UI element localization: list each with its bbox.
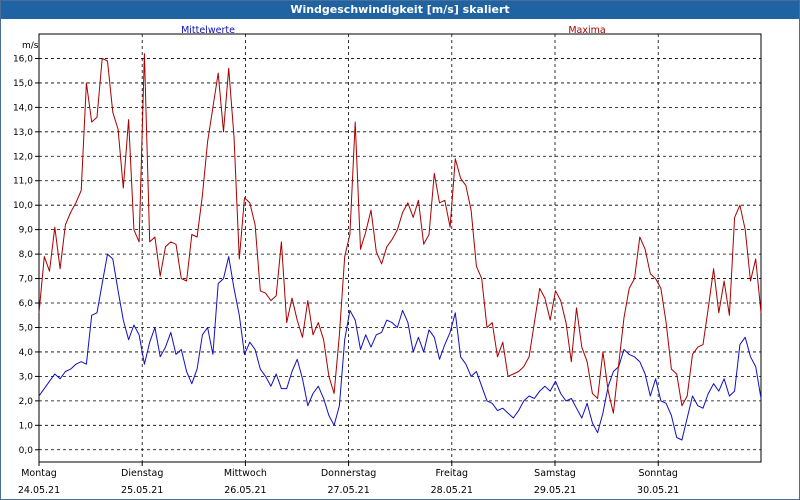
y-axis: 0,0 1,0 2,0 3,0 4,0 5,0 6,0 7,0 8,0 9,0 10,0 11,0 12… (13, 54, 39, 456)
grid (39, 34, 761, 462)
x-date-label: 30.05.21 (637, 485, 679, 496)
x-day-label: Mittwoch (224, 468, 267, 479)
legend-maxima: Maxima (568, 25, 605, 36)
x-day-label: Samstag (534, 468, 576, 479)
x-date-label: 28.05.21 (431, 485, 473, 496)
series-line-maxima (38, 53, 762, 414)
y-tick-label: 12,0 (13, 152, 33, 162)
y-tick-label: 5,0 (19, 323, 34, 333)
y-tick-label: 11,0 (13, 177, 33, 187)
window-title: Windgeschwindigkeit [m/s] skaliert (1, 1, 799, 19)
y-tick-label: 16,0 (13, 54, 33, 64)
y-tick-label: 0,0 (19, 446, 34, 456)
y-tick-label: 14,0 (13, 103, 33, 113)
y-tick-label: 3,0 (19, 372, 34, 382)
y-tick-label: 8,0 (19, 250, 34, 260)
y-tick-label: 10,0 (13, 201, 33, 211)
y-tick-label: 4,0 (19, 348, 34, 358)
y-tick-label: 1,0 (19, 421, 34, 431)
x-date-label: 24.05.21 (18, 485, 60, 496)
series-line-mittelwerte (38, 253, 762, 441)
x-axis: Montag 24.05.21 Dienstag 25.05.21 Mittwoch 26… (18, 462, 679, 496)
x-date-label: 25.05.21 (121, 485, 163, 496)
y-tick-label: 6,0 (19, 299, 34, 309)
y-tick-label: 9,0 (19, 226, 34, 236)
x-date-label: 27.05.21 (327, 485, 369, 496)
y-tick-label: 7,0 (19, 275, 34, 285)
x-date-label: 26.05.21 (224, 485, 266, 496)
y-tick-label: 13,0 (13, 128, 33, 138)
x-day-label: Freitag (436, 468, 469, 479)
x-day-label: Montag (21, 468, 57, 479)
plot-area (38, 33, 762, 463)
legend-mittelwerte: Mittelwerte (181, 25, 235, 36)
y-tick-label: 15,0 (13, 79, 33, 89)
x-date-label: 29.05.21 (534, 485, 576, 496)
series-lines (38, 53, 762, 441)
x-day-label: Sonntag (638, 468, 677, 479)
y-tick-label: 2,0 (19, 397, 34, 407)
x-day-label: Donnerstag (321, 468, 376, 479)
x-day-label: Dienstag (121, 468, 163, 479)
y-axis-label: m/s (22, 41, 39, 51)
